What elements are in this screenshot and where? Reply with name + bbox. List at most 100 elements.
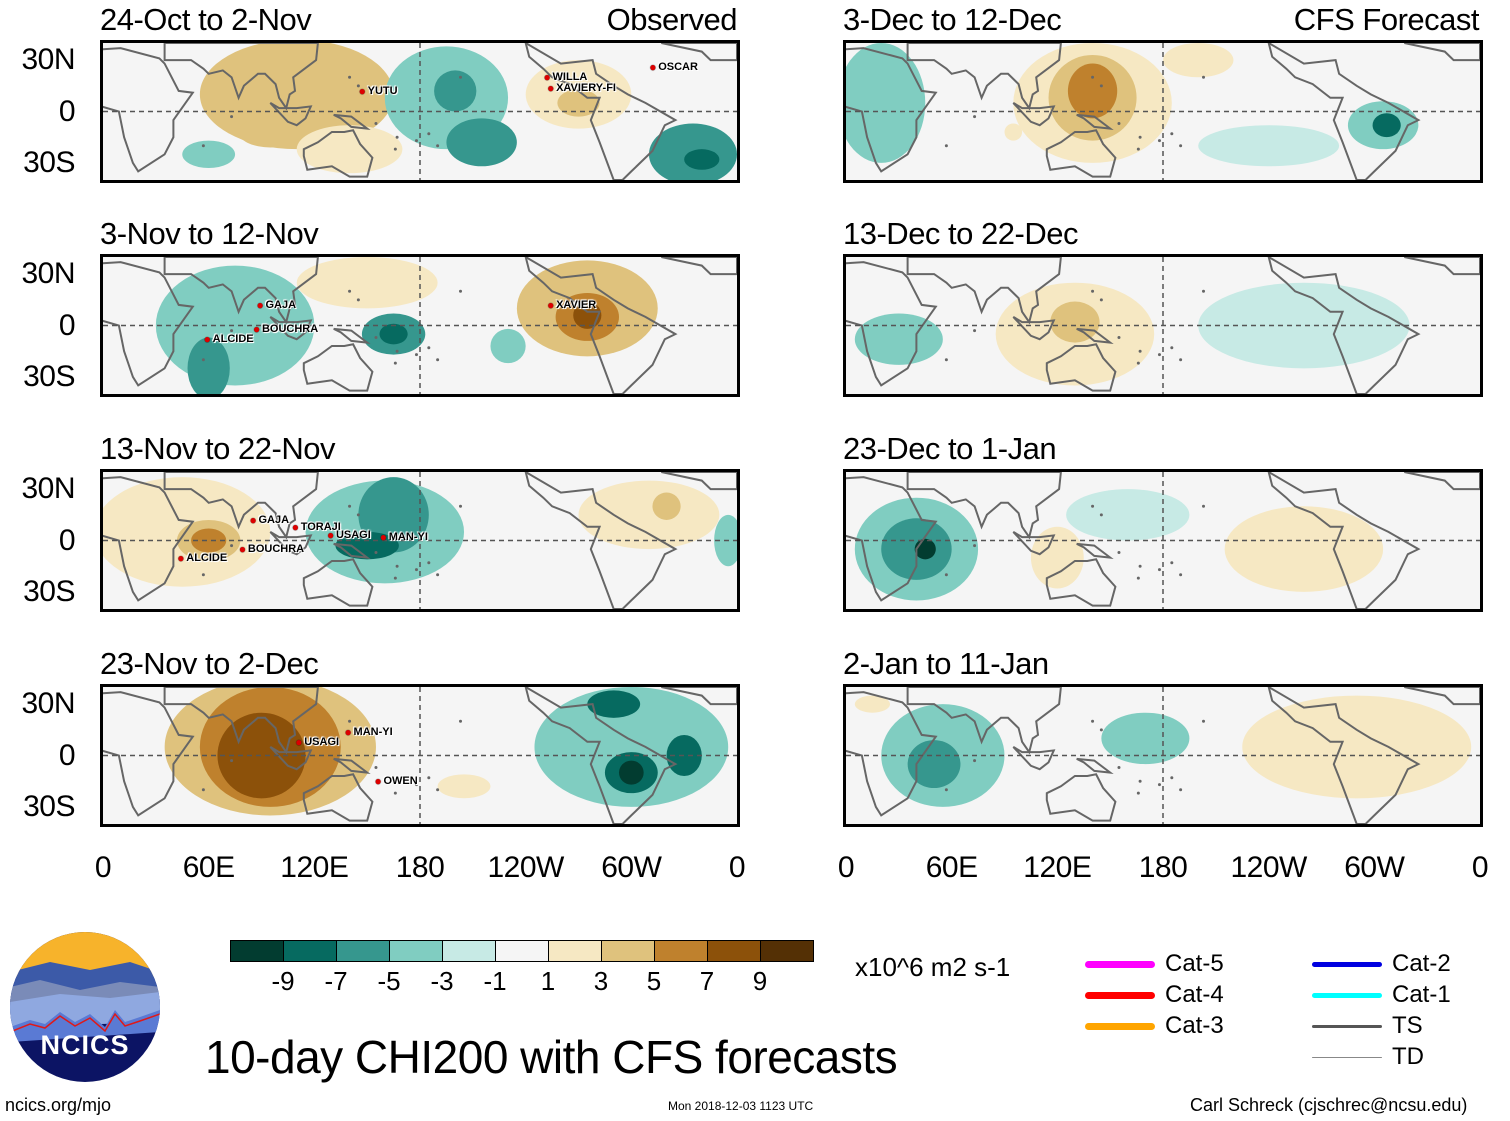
island: [414, 139, 418, 143]
y-tick-label: 30S: [23, 145, 75, 179]
storm-label: MAN-YI ●: [344, 724, 393, 739]
y-tick-label: 0: [58, 308, 76, 342]
anomaly-contour: [296, 125, 403, 174]
coastline: [1076, 327, 1114, 344]
colorbar-swatch: [496, 941, 549, 961]
x-tick-label: 0: [94, 851, 112, 884]
coastline: [1012, 746, 1056, 771]
x-tick-label: 180: [1138, 851, 1188, 884]
anomaly-contour: [1427, 724, 1463, 753]
island: [973, 115, 977, 119]
x-tick-label: 180: [395, 851, 445, 884]
cyclone-icon: ●: [547, 297, 555, 312]
x-tick-label: 60E: [925, 851, 978, 884]
storm-label: BOUCHRA ●: [238, 542, 305, 557]
anomaly-contour: [578, 480, 720, 550]
island: [944, 144, 948, 148]
island: [1179, 358, 1183, 362]
anomaly-contour: [1004, 123, 1023, 141]
website-link[interactable]: ncics.org/mjo: [5, 1095, 112, 1115]
legend-item: Cat-1: [1312, 981, 1451, 1009]
anomaly-contour: [1067, 63, 1118, 119]
colorbar-swatch: [337, 941, 390, 961]
island: [1091, 289, 1095, 293]
map-svg: [846, 43, 1480, 180]
island: [230, 759, 234, 763]
legend-line-swatch: [1312, 1056, 1382, 1058]
storm-label: XAVIERY-FI ●: [547, 80, 616, 95]
map-panel-4: USAGI ● MAN-YI ● OWEN ●: [100, 684, 740, 827]
storm-label: ALCIDE ●: [177, 550, 228, 565]
coastline: [1076, 542, 1114, 559]
panel-title-8: 2-Jan to 11-Jan: [843, 646, 1049, 681]
anomaly-contour: [1030, 526, 1084, 589]
island: [1099, 728, 1103, 732]
anomaly-contour: [854, 695, 891, 713]
coastline: [1267, 43, 1421, 180]
anomaly-contour: [1050, 301, 1100, 343]
colorbar-tick-label: -1: [483, 966, 507, 996]
panel-title-3: 13-Nov to 22-Nov: [100, 431, 335, 466]
anomaly-contour: [907, 740, 961, 789]
island: [393, 147, 397, 151]
legend-item: Cat-5: [1085, 950, 1224, 978]
coastline: [524, 43, 678, 180]
coastline: [163, 43, 319, 111]
island: [459, 75, 463, 79]
map-panel-3: GAJA ● TORAJI ● USAGI ● MAN-YI ● ALCIDE ● BOUCHRA ●: [100, 469, 740, 612]
colorbar-swatch: [708, 941, 761, 961]
island: [1136, 361, 1140, 365]
island: [1138, 349, 1142, 353]
colorbar-swatch: [231, 941, 284, 961]
coastline: [103, 47, 195, 173]
island: [393, 791, 397, 795]
anomaly-contour: [557, 89, 600, 117]
legend-label: TD: [1392, 1043, 1424, 1070]
island: [374, 335, 378, 339]
island: [1157, 783, 1161, 787]
island: [1091, 504, 1095, 508]
cyclone-icon: ●: [649, 59, 657, 74]
panel-title-4: 23-Nov to 2-Dec: [100, 646, 319, 681]
units-label: x10^6 m2 s-1: [855, 952, 1011, 982]
x-tick-label: 120W: [1230, 851, 1307, 884]
island: [201, 358, 205, 362]
y-tick-label: 30N: [21, 687, 75, 721]
anomaly-contour: [854, 313, 943, 365]
coastline: [269, 746, 313, 771]
legend-label: Cat-3: [1165, 1012, 1224, 1039]
coastline: [661, 257, 737, 276]
island: [1157, 353, 1161, 357]
island: [1179, 144, 1183, 148]
coastline: [906, 687, 1062, 755]
coastline: [524, 257, 678, 394]
legend-label: Cat-2: [1392, 950, 1451, 977]
anomaly-contour: [238, 116, 303, 148]
colorbar-tick-label: 5: [646, 966, 662, 996]
coastline: [1267, 257, 1421, 394]
storm-label: USAGI ●: [326, 528, 371, 543]
colorbar-tick-label: 7: [699, 966, 715, 996]
island: [356, 728, 360, 732]
coastline: [269, 102, 313, 127]
cyclone-icon: ●: [547, 80, 555, 95]
anomaly-contour: [437, 774, 491, 799]
colorbar-swatch: [443, 941, 496, 961]
cyclone-icon: ●: [295, 734, 303, 749]
coastline: [846, 261, 938, 387]
anomaly-contour: [666, 734, 702, 777]
island: [427, 132, 431, 136]
coastline: [163, 472, 319, 540]
cyclone-icon: ●: [252, 321, 261, 336]
anomaly-contour: [446, 118, 517, 167]
anomaly-contour: [652, 492, 681, 520]
coastline: [103, 691, 195, 817]
coastline: [524, 472, 678, 609]
island: [1170, 346, 1174, 350]
anomaly-contour: [434, 70, 477, 112]
colorbar-swatch: [602, 941, 655, 961]
anomaly-contour: [587, 690, 641, 718]
map-panel-1: YUTU ● WILLA ● XAVIERY-FI ● OSCAR ●: [100, 40, 740, 183]
ncics-logo: NCICS: [10, 932, 160, 1082]
map-panel-8: [843, 684, 1483, 827]
